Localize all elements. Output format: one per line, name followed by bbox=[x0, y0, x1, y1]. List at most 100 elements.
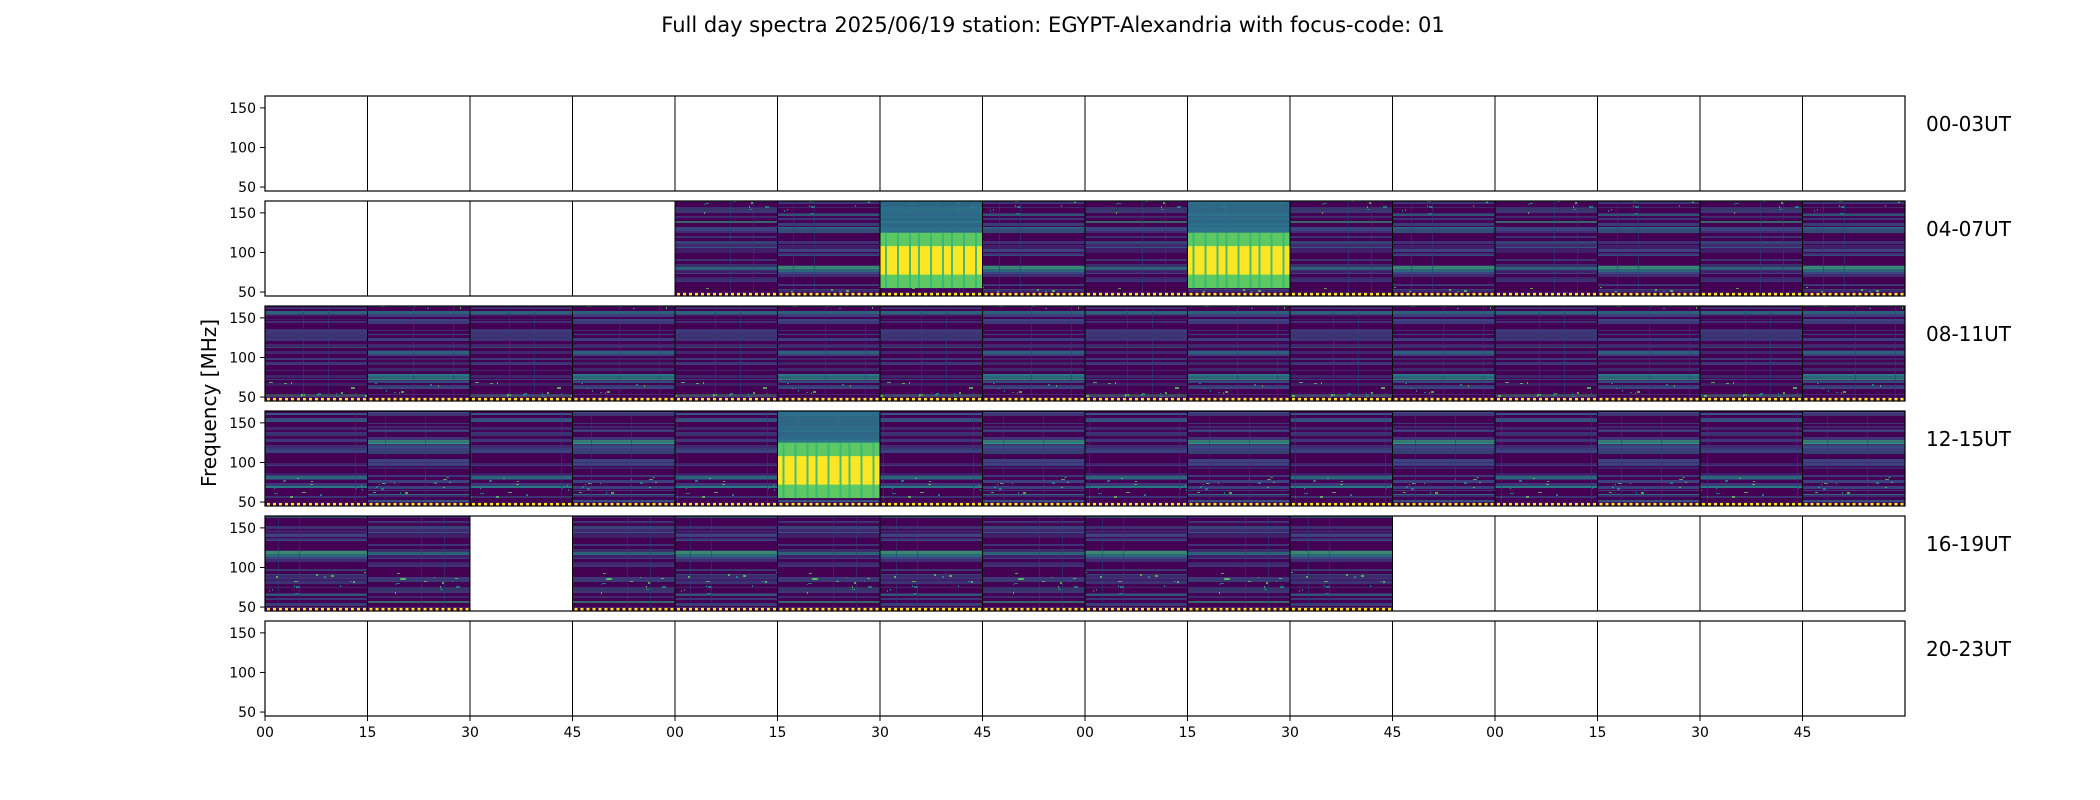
low-band-dot bbox=[1545, 292, 1548, 296]
low-band-dot bbox=[1695, 502, 1699, 506]
low-band-dot bbox=[863, 292, 867, 296]
low-band-dot bbox=[1768, 502, 1771, 506]
x-tick-label: 15 bbox=[1179, 725, 1197, 741]
low-band-dot bbox=[405, 397, 409, 401]
cell-border bbox=[1802, 95, 1906, 192]
low-band-dot bbox=[803, 607, 807, 611]
low-band-dot bbox=[888, 502, 891, 506]
low-band-dot bbox=[918, 292, 921, 296]
low-band-dot bbox=[1032, 397, 1036, 401]
low-band-dot bbox=[1340, 292, 1343, 296]
row-label: 00-03UT bbox=[1926, 112, 2012, 136]
low-band-dot bbox=[713, 607, 716, 611]
low-band-dot bbox=[894, 292, 897, 296]
low-band-dot bbox=[1255, 502, 1259, 506]
low-band-dot bbox=[375, 607, 379, 611]
low-band-dot bbox=[1768, 292, 1771, 296]
low-band-dot bbox=[1225, 397, 1229, 401]
low-band-dot bbox=[381, 502, 385, 506]
cell-border bbox=[367, 95, 471, 192]
y-tick-label: 50 bbox=[238, 495, 256, 511]
low-band-dot bbox=[839, 502, 843, 506]
low-band-dot bbox=[472, 397, 475, 401]
low-band-dot bbox=[725, 502, 728, 506]
low-band-dot bbox=[1695, 397, 1699, 401]
y-tick-label: 50 bbox=[238, 705, 256, 721]
low-band-dot bbox=[1032, 292, 1036, 296]
low-band-dot bbox=[761, 292, 764, 296]
cell-border bbox=[1084, 95, 1188, 192]
low-band-dot bbox=[453, 607, 457, 611]
low-band-dot bbox=[743, 607, 746, 611]
low-band-dot bbox=[1726, 502, 1729, 506]
burst-vertical-line bbox=[794, 442, 797, 499]
low-band-dot bbox=[1062, 502, 1066, 506]
low-band-dot bbox=[972, 607, 975, 611]
x-tick-label: 30 bbox=[461, 725, 479, 741]
low-band-dot bbox=[1738, 397, 1741, 401]
low-band-dot bbox=[1509, 502, 1512, 506]
low-band-dot bbox=[321, 397, 324, 401]
low-band-dot bbox=[924, 607, 927, 611]
low-band-dot bbox=[1702, 397, 1705, 401]
low-band-dot bbox=[1388, 397, 1391, 401]
low-band-dot bbox=[1153, 397, 1156, 401]
low-band-dot bbox=[1641, 292, 1645, 296]
low-band-dot bbox=[598, 502, 602, 506]
low-band-dot bbox=[1129, 397, 1132, 401]
low-band-dot bbox=[1515, 397, 1518, 401]
low-band-dot bbox=[1213, 607, 1217, 611]
low-band-dot bbox=[1123, 292, 1126, 296]
y-tick-label: 150 bbox=[229, 626, 256, 642]
low-band-dot bbox=[1279, 607, 1283, 611]
low-band-dot bbox=[1460, 502, 1464, 506]
x-tick-label: 45 bbox=[1794, 725, 1812, 741]
low-band-dot bbox=[1418, 397, 1422, 401]
low-band-dot bbox=[1858, 502, 1862, 506]
low-band-dot bbox=[1388, 607, 1391, 611]
low-band-dot bbox=[369, 397, 373, 401]
low-band-dot bbox=[1581, 292, 1584, 296]
y-tick-label: 50 bbox=[238, 600, 256, 616]
low-band-dot bbox=[1068, 292, 1072, 296]
low-band-dot bbox=[1171, 502, 1174, 506]
low-band-dot bbox=[1708, 397, 1711, 401]
low-band-dot bbox=[1099, 397, 1102, 401]
low-band-dot bbox=[1521, 292, 1524, 296]
low-band-dot bbox=[1346, 607, 1349, 611]
low-band-dot bbox=[1093, 292, 1096, 296]
low-band-dot bbox=[1316, 502, 1319, 506]
low-band-dot bbox=[1611, 292, 1615, 296]
low-band-dot bbox=[1497, 292, 1500, 296]
low-band-dot bbox=[1394, 397, 1398, 401]
low-band-dot bbox=[1714, 397, 1717, 401]
low-band-dot bbox=[1129, 292, 1132, 296]
low-band-dot bbox=[1310, 397, 1313, 401]
low-band-dot bbox=[1714, 502, 1717, 506]
low-band-dot bbox=[1744, 292, 1747, 296]
low-band-dot bbox=[677, 607, 680, 611]
low-band-dot bbox=[1002, 502, 1006, 506]
low-band-dot bbox=[586, 397, 590, 401]
low-band-dot bbox=[1008, 607, 1012, 611]
spectrum-cell bbox=[1700, 306, 1803, 401]
burst-vertical-line bbox=[909, 232, 911, 289]
low-band-dot bbox=[773, 397, 776, 401]
x-tick-label: 00 bbox=[256, 725, 274, 741]
low-band-dot bbox=[1647, 502, 1651, 506]
low-band-dot bbox=[345, 607, 348, 611]
low-band-dot bbox=[972, 292, 975, 296]
cell-border bbox=[1597, 620, 1701, 717]
low-band-dot bbox=[1689, 397, 1693, 401]
low-band-dot bbox=[791, 607, 795, 611]
low-band-dot bbox=[785, 502, 789, 506]
low-band-dot bbox=[1870, 292, 1874, 296]
low-band-dot bbox=[1328, 502, 1331, 506]
low-band-dot bbox=[1195, 292, 1199, 296]
low-band-dot bbox=[930, 397, 933, 401]
cell-border bbox=[777, 620, 881, 717]
low-band-dot bbox=[1002, 397, 1006, 401]
low-band-dot bbox=[1117, 607, 1120, 611]
low-band-dot bbox=[1629, 292, 1633, 296]
low-band-dot bbox=[990, 607, 994, 611]
